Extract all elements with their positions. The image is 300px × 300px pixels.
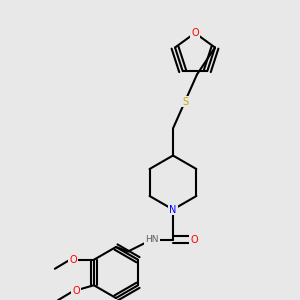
Text: O: O xyxy=(190,235,198,244)
Text: S: S xyxy=(182,97,188,106)
Text: O: O xyxy=(69,255,77,265)
Text: O: O xyxy=(191,28,199,38)
Text: O: O xyxy=(72,286,80,296)
Text: HN: HN xyxy=(145,235,159,244)
Text: N: N xyxy=(169,205,177,214)
